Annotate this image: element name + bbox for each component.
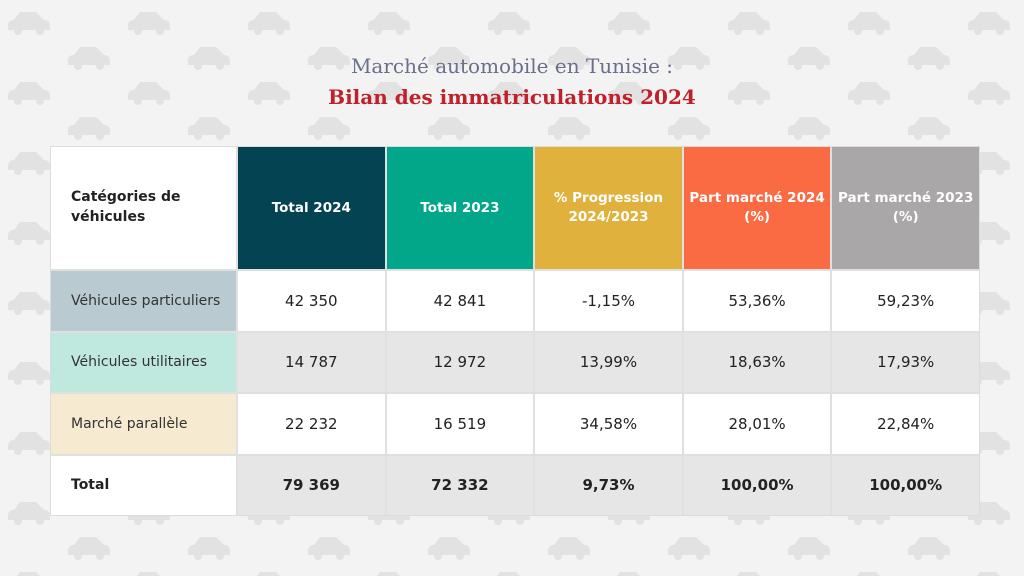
cell: 42 350 bbox=[238, 271, 385, 331]
cell: -1,15% bbox=[535, 271, 682, 331]
cell: 22,84% bbox=[832, 394, 979, 454]
cell: 13,99% bbox=[535, 332, 682, 392]
header-part-2024: Part marché 2024 (%) bbox=[683, 147, 831, 269]
header-categories: Catégories de véhicules bbox=[51, 147, 236, 269]
row-category: Véhicules particuliers bbox=[51, 271, 236, 331]
row-category: Marché parallèle bbox=[51, 394, 236, 454]
registrations-table: Catégories de véhicules Total 2024 Total… bbox=[50, 146, 980, 516]
page-title: Bilan des immatriculations 2024 bbox=[328, 85, 696, 109]
cell: 22 232 bbox=[238, 394, 385, 454]
header-part-2023: Part marché 2023 (%) bbox=[832, 147, 979, 269]
row-category: Véhicules utilitaires bbox=[51, 332, 236, 392]
cell-total: 72 332 bbox=[386, 455, 534, 515]
cell: 14 787 bbox=[238, 332, 385, 392]
title-subtitle: Marché automobile en Tunisie : bbox=[350, 54, 674, 78]
cell: 28,01% bbox=[683, 394, 831, 454]
cell: 16 519 bbox=[386, 394, 534, 454]
cell: 12 972 bbox=[386, 332, 534, 392]
cell: 34,58% bbox=[535, 394, 682, 454]
cell-total: 79 369 bbox=[238, 455, 385, 515]
cell-total: 100,00% bbox=[683, 455, 831, 515]
row-category-total: Total bbox=[51, 455, 236, 515]
cell: 42 841 bbox=[386, 271, 534, 331]
cell: 18,63% bbox=[683, 332, 831, 392]
cell: 17,93% bbox=[832, 332, 979, 392]
header-progression: % Progression 2024/2023 bbox=[535, 147, 682, 269]
cell-total: 100,00% bbox=[832, 455, 979, 515]
cell: 53,36% bbox=[683, 271, 831, 331]
header-total-2023: Total 2023 bbox=[386, 147, 534, 269]
cell: 59,23% bbox=[832, 271, 979, 331]
header-total-2024: Total 2024 bbox=[238, 147, 385, 269]
cell-total: 9,73% bbox=[535, 455, 682, 515]
